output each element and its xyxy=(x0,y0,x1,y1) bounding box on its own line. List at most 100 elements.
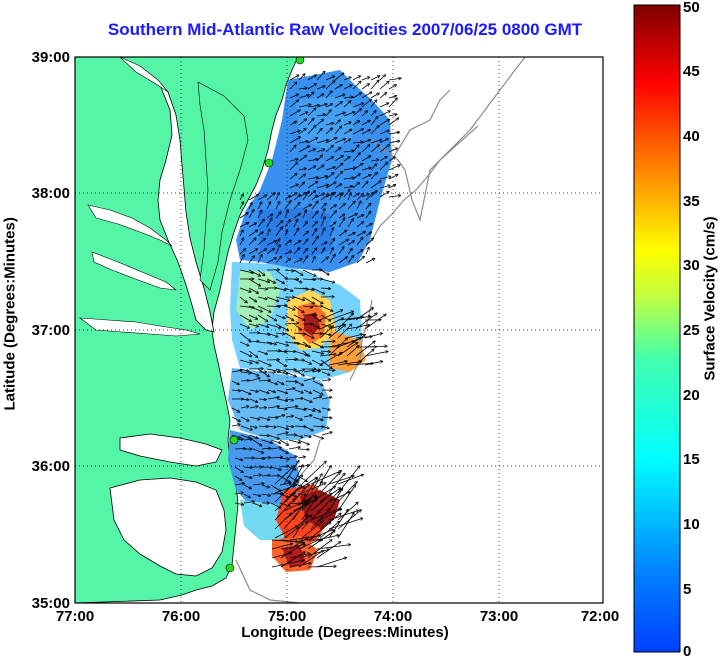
y-tick-label: 37:00 xyxy=(32,322,70,339)
velocity-vector xyxy=(248,249,257,255)
radar-site-marker[interactable] xyxy=(225,563,235,573)
velocity-vector xyxy=(316,72,325,81)
velocity-vector xyxy=(334,113,345,117)
velocity-vector xyxy=(361,130,370,135)
velocity-vector xyxy=(347,201,355,210)
velocity-vector xyxy=(266,306,280,307)
velocity-vector xyxy=(301,511,319,530)
velocity-vector xyxy=(311,229,317,237)
velocity-vector xyxy=(346,335,365,348)
velocity-vector xyxy=(337,485,355,512)
velocity-vector xyxy=(361,145,370,153)
velocity-vector xyxy=(239,359,252,363)
velocity-vector xyxy=(276,432,288,436)
velocity-vector xyxy=(258,380,270,381)
velocity-vector xyxy=(293,288,308,289)
velocity-vector xyxy=(257,323,268,327)
velocity-vector xyxy=(257,332,270,335)
velocity-vector xyxy=(257,305,271,312)
radar-site-marker[interactable] xyxy=(229,435,239,445)
velocity-vector xyxy=(289,145,296,153)
velocity-vector xyxy=(231,407,239,412)
velocity-vector xyxy=(311,257,315,264)
velocity-vector xyxy=(271,544,292,550)
velocity-vector xyxy=(338,230,347,237)
velocity-vector xyxy=(321,417,332,418)
albemarle-sound xyxy=(119,433,223,467)
velocity-vector xyxy=(343,77,351,81)
velocity-vector xyxy=(248,238,256,246)
velocity-vector xyxy=(356,256,364,264)
velocity-vector xyxy=(388,148,397,153)
velocity-vector xyxy=(275,193,279,201)
velocity-vector xyxy=(297,494,306,495)
velocity-vector xyxy=(279,439,288,445)
velocity-vector xyxy=(361,156,370,162)
map-title: Southern Mid-Atlantic Raw Velocities 200… xyxy=(107,20,583,39)
velocity-vector xyxy=(274,493,295,512)
velocity-vector xyxy=(284,351,295,352)
colorbar-tick-label: 50 xyxy=(683,0,700,16)
velocity-vector xyxy=(325,81,335,90)
velocity-vector xyxy=(249,416,259,420)
colorbar-tick-label: 15 xyxy=(683,451,700,468)
velocity-vector xyxy=(252,458,265,459)
colorbar-tick-label: 0 xyxy=(683,643,691,659)
velocity-vector xyxy=(257,314,268,321)
velocity-vector xyxy=(312,397,321,400)
velocity-vector xyxy=(288,456,297,458)
velocity-vector xyxy=(243,475,252,478)
velocity-vector xyxy=(316,185,328,189)
velocity-vector xyxy=(379,82,389,90)
colorbar-tick-label: 5 xyxy=(683,581,691,598)
velocity-vector xyxy=(364,352,388,357)
velocity-vector xyxy=(307,126,316,135)
velocity-vector xyxy=(361,121,370,126)
chesapeake-bay xyxy=(157,84,215,333)
velocity-vector xyxy=(301,497,317,521)
velocity-vector xyxy=(275,351,286,352)
velocity-vector xyxy=(338,247,344,255)
velocity-vector xyxy=(258,389,269,393)
velocity-vector xyxy=(328,489,342,512)
velocity-vector xyxy=(303,370,314,373)
velocity-vector xyxy=(267,434,279,439)
velocity-vector xyxy=(276,380,284,384)
velocity-vector xyxy=(248,314,257,319)
radar-site-marker[interactable] xyxy=(264,158,274,168)
velocity-vector xyxy=(343,190,350,198)
velocity-vector xyxy=(329,205,336,210)
velocity-vector xyxy=(257,195,266,201)
velocity-vector xyxy=(356,215,364,219)
rappahannock-river xyxy=(91,251,178,291)
velocity-vector xyxy=(298,539,320,550)
velocity-vector xyxy=(311,222,317,228)
velocity-vector xyxy=(303,398,312,402)
x-tick-label: 75:00 xyxy=(268,608,306,625)
velocity-vector xyxy=(285,416,293,417)
velocity-vector xyxy=(355,341,375,357)
velocity-vector xyxy=(298,104,311,108)
velocity-vector xyxy=(285,388,295,391)
radar-site-marker[interactable] xyxy=(295,56,305,65)
velocity-vector xyxy=(288,439,300,443)
velocity-vector xyxy=(249,390,258,392)
velocity-vector xyxy=(275,202,280,210)
velocity-vector xyxy=(325,128,332,135)
velocity-vector xyxy=(316,94,323,99)
velocity-vector xyxy=(321,371,330,375)
velocity-vector xyxy=(257,211,262,219)
velocity-vector xyxy=(365,232,371,237)
velocity-vector xyxy=(343,85,352,90)
velocity-vector xyxy=(284,323,298,324)
velocity-vector xyxy=(279,475,290,482)
velocity-vector xyxy=(303,434,311,437)
velocity-vector xyxy=(249,378,260,382)
potomac-river xyxy=(87,204,173,247)
x-tick-label: 72:00 xyxy=(581,608,619,625)
velocity-vector xyxy=(274,480,298,503)
velocity-vector xyxy=(234,493,243,494)
velocity-vector xyxy=(261,484,269,487)
velocity-vector xyxy=(311,236,318,246)
velocity-vector xyxy=(361,84,369,90)
